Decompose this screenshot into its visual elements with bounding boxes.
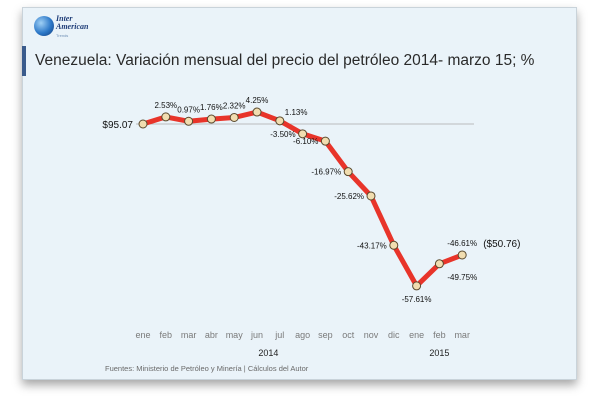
- slide-background: [22, 7, 577, 380]
- data-point: [457, 250, 467, 260]
- data-label: 2.32%: [223, 101, 246, 110]
- x-tick-label: nov: [364, 330, 379, 340]
- title-accent-bar: [22, 46, 26, 76]
- data-point: [434, 259, 444, 269]
- logo-name-line2: American: [56, 22, 89, 31]
- data-point: [298, 129, 308, 139]
- data-point: [252, 107, 262, 117]
- x-tick-label: ene: [135, 330, 150, 340]
- data-label: -25.62%: [334, 192, 364, 201]
- data-label: -46.61%: [447, 239, 477, 248]
- x-tick-label: mar: [454, 330, 470, 340]
- x-tick-label: feb: [433, 330, 446, 340]
- x-tick-label: jun: [250, 330, 263, 340]
- data-point: [412, 281, 422, 291]
- globe-icon: [34, 16, 54, 36]
- x-year-label: 2014: [258, 348, 278, 358]
- x-axis: ene feb mar abr may jun jul ago sep oct nov dic ene f…: [135, 330, 469, 358]
- logo-sub: Trends: [56, 33, 69, 38]
- data-label: -57.61%: [402, 295, 432, 304]
- data-point: [320, 136, 330, 146]
- data-point: [389, 240, 399, 250]
- data-label: -49.75%: [447, 273, 477, 282]
- x-year-label: 2015: [429, 348, 449, 358]
- data-label: -43.17%: [357, 241, 387, 250]
- data-point: [206, 114, 216, 124]
- data-label: -6.10%: [293, 137, 318, 146]
- data-point: [275, 116, 285, 126]
- x-tick-label: abr: [205, 330, 218, 340]
- end-value-label: ($50.76): [483, 239, 520, 250]
- x-tick-label: feb: [160, 330, 173, 340]
- data-label: 2.53%: [154, 101, 177, 110]
- data-point: [366, 191, 376, 201]
- data-labels-group: 2.53% 0.97% 1.76% 2.32%4.25% 1.13% -3.50%-6.1…: [154, 96, 477, 304]
- data-label: -3.50%: [270, 130, 295, 139]
- x-tick-label: mar: [181, 330, 197, 340]
- x-tick-label: dic: [388, 330, 400, 340]
- x-tick-label: ago: [295, 330, 310, 340]
- series-group: [138, 107, 467, 291]
- data-point: [184, 116, 194, 126]
- inter-american-trends-logo: Inter American Trends: [30, 12, 100, 40]
- data-point: [138, 119, 148, 129]
- data-label: 1.76%: [200, 103, 223, 112]
- x-tick-label: ene: [409, 330, 424, 340]
- logo-text: Inter American: [56, 15, 88, 31]
- data-point: [161, 112, 171, 122]
- data-point: [229, 112, 239, 122]
- data-point: [343, 167, 353, 177]
- source-note: Fuentes: Ministerio de Petróleo y Minerí…: [105, 364, 309, 373]
- data-label: 0.97%: [177, 105, 200, 114]
- logo-name-line1: Inter: [56, 14, 73, 23]
- x-tick-label: sep: [318, 330, 333, 340]
- data-label: 4.25%: [246, 96, 269, 105]
- data-label: 1.13%: [285, 108, 308, 117]
- chart-title: Venezuela: Variación mensual del precio …: [35, 52, 535, 69]
- x-tick-label: jul: [274, 330, 284, 340]
- data-label: -16.97%: [311, 168, 341, 177]
- x-tick-label: oct: [342, 330, 355, 340]
- x-tick-label: may: [226, 330, 244, 340]
- baseline-label: $95.07: [102, 120, 133, 131]
